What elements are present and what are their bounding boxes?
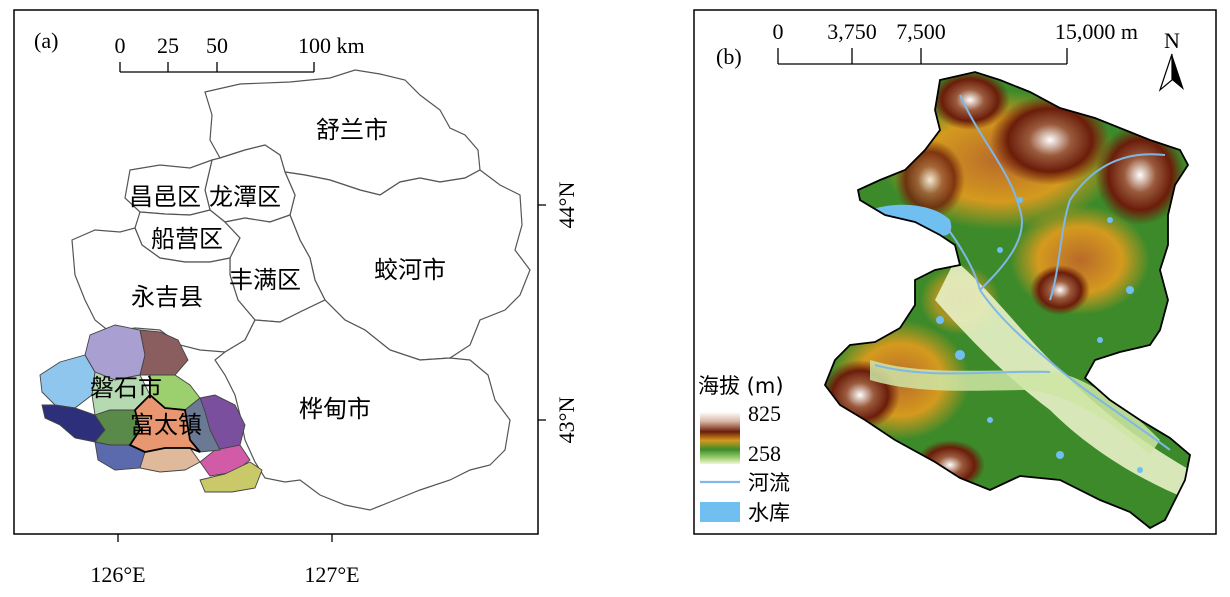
scale-a-tick-3: 100 km (298, 33, 365, 58)
lat-label-44: 44°N (554, 182, 579, 229)
label-shulan: 舒兰市 (316, 116, 388, 144)
label-yongji: 永吉县 (131, 283, 203, 311)
scale-a-tick-0: 0 (115, 33, 126, 58)
label-huadian: 桦甸市 (299, 395, 371, 423)
panel-a-label: (a) (34, 28, 58, 53)
north-arrow-label: N (1164, 28, 1180, 53)
legend-reservoir: 水库 (748, 501, 790, 525)
label-chuanying: 船营区 (151, 225, 223, 253)
subregion-fudazhen (128, 393, 201, 453)
legend-title: 海拔 (m) (698, 374, 784, 398)
subregion-12 (199, 461, 263, 493)
legend: 海拔 (m) 825 258 河流 水库 (698, 374, 790, 525)
panshi-subregions (39, 324, 263, 493)
label-fudazhen: 富太镇 (130, 411, 202, 439)
scale-bar-b: 0 3,750 7,500 15,000 m (773, 19, 1138, 65)
scale-b-tick-2: 7,500 (896, 19, 946, 44)
label-longtan: 龙潭区 (209, 183, 281, 211)
legend-min: 258 (748, 441, 781, 466)
north-arrow: N (1158, 28, 1184, 92)
lon-label-127: 127°E (304, 562, 359, 587)
legend-elevation-ramp (700, 412, 740, 464)
legend-max: 825 (748, 401, 781, 426)
scale-b-tick-3: 15,000 m (1055, 19, 1138, 44)
legend-river: 河流 (748, 471, 790, 495)
scale-a-tick-1: 25 (157, 33, 179, 58)
basin-outline (823, 71, 1191, 530)
north-arrow-east (1172, 54, 1184, 90)
scale-bar-a: 0 25 50 100 km (115, 33, 365, 73)
lat-label-43: 43°N (554, 397, 579, 444)
lon-label-126: 126°E (90, 562, 145, 587)
panel-b-label: (b) (716, 44, 742, 69)
label-panshi: 磐石市 (90, 374, 162, 402)
label-changyi: 昌邑区 (129, 183, 201, 211)
legend-reservoir-swatch (700, 502, 740, 522)
scale-b-tick-1: 3,750 (827, 19, 877, 44)
graticule-a (117, 204, 546, 542)
scale-a-tick-2: 50 (206, 33, 228, 58)
jilin-boundaries (71, 69, 531, 511)
label-jiaohe: 蛟河市 (374, 256, 446, 284)
scale-b-tick-0: 0 (773, 19, 784, 44)
north-arrow-west (1158, 53, 1173, 92)
label-fengman: 丰满区 (229, 266, 301, 294)
